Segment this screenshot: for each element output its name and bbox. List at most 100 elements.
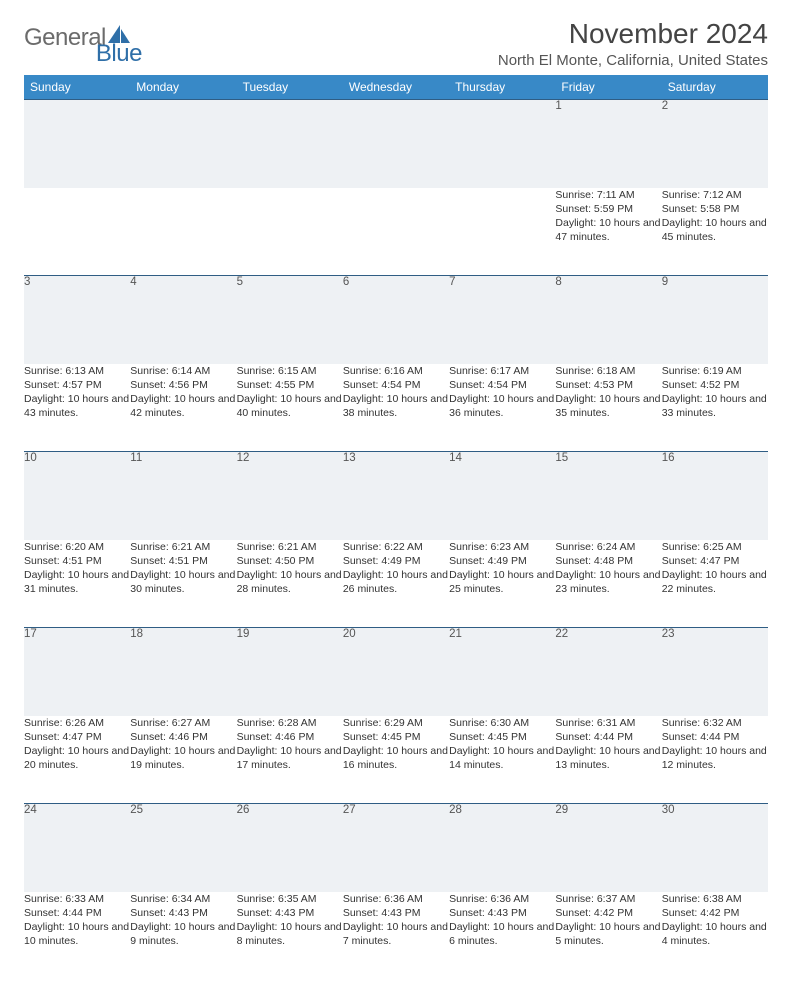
calendar-table: SundayMondayTuesdayWednesdayThursdayFrid… xyxy=(24,75,768,980)
day-number-cell xyxy=(24,100,130,188)
daylight-line: Daylight: 10 hours and 31 minutes. xyxy=(24,568,130,596)
sunset-line: Sunset: 4:55 PM xyxy=(237,378,343,392)
sunset-line: Sunset: 4:44 PM xyxy=(662,730,768,744)
day-number-cell: 21 xyxy=(449,628,555,716)
sunset-line: Sunset: 5:58 PM xyxy=(662,202,768,216)
sunset-line: Sunset: 4:56 PM xyxy=(130,378,236,392)
calendar-header-row: SundayMondayTuesdayWednesdayThursdayFrid… xyxy=(24,75,768,100)
day-number-cell: 23 xyxy=(662,628,768,716)
day-number-cell xyxy=(449,100,555,188)
day-number-cell: 24 xyxy=(24,804,130,892)
sunset-line: Sunset: 4:45 PM xyxy=(449,730,555,744)
daylight-line: Daylight: 10 hours and 10 minutes. xyxy=(24,920,130,948)
sunrise-line: Sunrise: 6:17 AM xyxy=(449,364,555,378)
day-number-cell: 17 xyxy=(24,628,130,716)
daylight-line: Daylight: 10 hours and 16 minutes. xyxy=(343,744,449,772)
day-content-cell: Sunrise: 6:37 AMSunset: 4:42 PMDaylight:… xyxy=(555,892,661,980)
sunrise-line: Sunrise: 6:36 AM xyxy=(343,892,449,906)
sunrise-line: Sunrise: 6:18 AM xyxy=(555,364,661,378)
day-content-cell: Sunrise: 6:21 AMSunset: 4:50 PMDaylight:… xyxy=(237,540,343,628)
day-content-cell: Sunrise: 6:38 AMSunset: 4:42 PMDaylight:… xyxy=(662,892,768,980)
sunset-line: Sunset: 4:44 PM xyxy=(24,906,130,920)
sunrise-line: Sunrise: 6:22 AM xyxy=(343,540,449,554)
sunrise-line: Sunrise: 7:11 AM xyxy=(555,188,661,202)
day-number-cell: 29 xyxy=(555,804,661,892)
sunset-line: Sunset: 4:44 PM xyxy=(555,730,661,744)
day-content-cell xyxy=(449,188,555,276)
sunrise-line: Sunrise: 6:23 AM xyxy=(449,540,555,554)
logo-word-blue: Blue xyxy=(96,40,142,68)
sunrise-line: Sunrise: 6:16 AM xyxy=(343,364,449,378)
weekday-header: Thursday xyxy=(449,75,555,100)
day-number-cell: 8 xyxy=(555,276,661,364)
day-number-cell: 1 xyxy=(555,100,661,188)
daylight-line: Daylight: 10 hours and 7 minutes. xyxy=(343,920,449,948)
weekday-header: Monday xyxy=(130,75,236,100)
sunset-line: Sunset: 4:47 PM xyxy=(24,730,130,744)
daylight-line: Daylight: 10 hours and 40 minutes. xyxy=(237,392,343,420)
day-content-cell: Sunrise: 6:15 AMSunset: 4:55 PMDaylight:… xyxy=(237,364,343,452)
daylight-line: Daylight: 10 hours and 38 minutes. xyxy=(343,392,449,420)
day-content-cell: Sunrise: 6:14 AMSunset: 4:56 PMDaylight:… xyxy=(130,364,236,452)
sunset-line: Sunset: 4:54 PM xyxy=(343,378,449,392)
sunset-line: Sunset: 4:45 PM xyxy=(343,730,449,744)
day-number-cell: 25 xyxy=(130,804,236,892)
daylight-line: Daylight: 10 hours and 9 minutes. xyxy=(130,920,236,948)
day-content-cell: Sunrise: 6:35 AMSunset: 4:43 PMDaylight:… xyxy=(237,892,343,980)
weekday-header: Friday xyxy=(555,75,661,100)
day-number-cell: 30 xyxy=(662,804,768,892)
day-content-cell xyxy=(130,188,236,276)
day-content-cell: Sunrise: 6:33 AMSunset: 4:44 PMDaylight:… xyxy=(24,892,130,980)
sunrise-line: Sunrise: 7:12 AM xyxy=(662,188,768,202)
sunrise-line: Sunrise: 6:32 AM xyxy=(662,716,768,730)
daylight-line: Daylight: 10 hours and 20 minutes. xyxy=(24,744,130,772)
daylight-line: Daylight: 10 hours and 28 minutes. xyxy=(237,568,343,596)
header: General Blue November 2024 North El Mont… xyxy=(24,18,768,69)
daylight-line: Daylight: 10 hours and 25 minutes. xyxy=(449,568,555,596)
sunrise-line: Sunrise: 6:21 AM xyxy=(130,540,236,554)
daylight-line: Daylight: 10 hours and 13 minutes. xyxy=(555,744,661,772)
day-content-cell: Sunrise: 6:28 AMSunset: 4:46 PMDaylight:… xyxy=(237,716,343,804)
day-number-cell: 5 xyxy=(237,276,343,364)
sunset-line: Sunset: 4:42 PM xyxy=(662,906,768,920)
daylight-line: Daylight: 10 hours and 8 minutes. xyxy=(237,920,343,948)
day-number-cell: 10 xyxy=(24,452,130,540)
day-content-cell: Sunrise: 6:19 AMSunset: 4:52 PMDaylight:… xyxy=(662,364,768,452)
day-number-cell: 11 xyxy=(130,452,236,540)
sunset-line: Sunset: 4:43 PM xyxy=(130,906,236,920)
sunset-line: Sunset: 5:59 PM xyxy=(555,202,661,216)
day-content-cell: Sunrise: 6:36 AMSunset: 4:43 PMDaylight:… xyxy=(343,892,449,980)
day-content-cell: Sunrise: 7:11 AMSunset: 5:59 PMDaylight:… xyxy=(555,188,661,276)
weekday-header: Wednesday xyxy=(343,75,449,100)
day-number-cell: 27 xyxy=(343,804,449,892)
daylight-line: Daylight: 10 hours and 12 minutes. xyxy=(662,744,768,772)
sunrise-line: Sunrise: 6:26 AM xyxy=(24,716,130,730)
day-content-cell: Sunrise: 6:32 AMSunset: 4:44 PMDaylight:… xyxy=(662,716,768,804)
daylight-line: Daylight: 10 hours and 47 minutes. xyxy=(555,216,661,244)
sunrise-line: Sunrise: 6:20 AM xyxy=(24,540,130,554)
sunset-line: Sunset: 4:53 PM xyxy=(555,378,661,392)
location-subtitle: North El Monte, California, United State… xyxy=(498,52,768,69)
day-number-cell: 26 xyxy=(237,804,343,892)
day-content-cell: Sunrise: 6:34 AMSunset: 4:43 PMDaylight:… xyxy=(130,892,236,980)
daylight-line: Daylight: 10 hours and 22 minutes. xyxy=(662,568,768,596)
day-content-cell: Sunrise: 6:36 AMSunset: 4:43 PMDaylight:… xyxy=(449,892,555,980)
daylight-line: Daylight: 10 hours and 30 minutes. xyxy=(130,568,236,596)
title-block: November 2024 North El Monte, California… xyxy=(498,18,768,69)
day-number-cell: 3 xyxy=(24,276,130,364)
sunrise-line: Sunrise: 6:13 AM xyxy=(24,364,130,378)
sunrise-line: Sunrise: 6:37 AM xyxy=(555,892,661,906)
day-content-cell: Sunrise: 6:23 AMSunset: 4:49 PMDaylight:… xyxy=(449,540,555,628)
sunrise-line: Sunrise: 6:30 AM xyxy=(449,716,555,730)
day-number-cell: 14 xyxy=(449,452,555,540)
sunrise-line: Sunrise: 6:15 AM xyxy=(237,364,343,378)
sunset-line: Sunset: 4:43 PM xyxy=(449,906,555,920)
day-number-cell: 12 xyxy=(237,452,343,540)
day-content-cell: Sunrise: 6:18 AMSunset: 4:53 PMDaylight:… xyxy=(555,364,661,452)
day-number-cell: 16 xyxy=(662,452,768,540)
sunrise-line: Sunrise: 6:31 AM xyxy=(555,716,661,730)
sunset-line: Sunset: 4:51 PM xyxy=(130,554,236,568)
day-number-cell: 13 xyxy=(343,452,449,540)
logo-word-general: General xyxy=(24,24,106,52)
day-content-cell: Sunrise: 7:12 AMSunset: 5:58 PMDaylight:… xyxy=(662,188,768,276)
